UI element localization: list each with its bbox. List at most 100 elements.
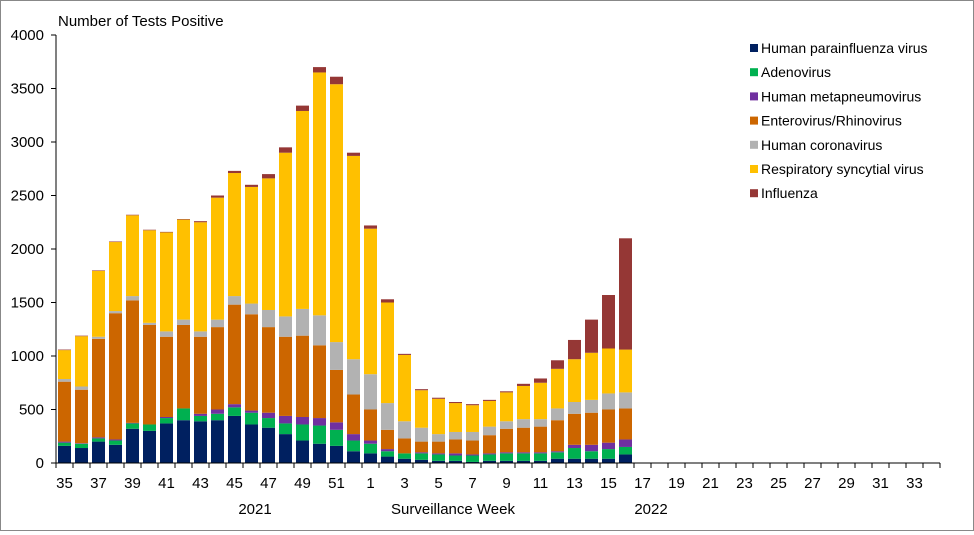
legend-label: Human metapneumovirus xyxy=(761,88,921,104)
bar-segment-human-coronavirus-week-48 xyxy=(279,316,292,337)
bar-segment-human-metapneumovirus-week-47 xyxy=(262,412,275,419)
bar-segment-human-metapneumovirus-week-6 xyxy=(449,453,462,456)
bar-segment-human-coronavirus-week-47 xyxy=(262,309,275,328)
bar-segment-human-metapneumovirus-week-5 xyxy=(432,453,445,455)
bar-segment-adenovirus-week-1 xyxy=(364,443,377,454)
bar-segment-enterovirus-rhinovirus-week-5 xyxy=(432,441,445,454)
x-tick-label: 11 xyxy=(533,475,549,492)
y-tick-label: 3500 xyxy=(11,81,44,98)
bar-segment-influenza-week-35 xyxy=(58,349,71,351)
bar-segment-human-parainfluenza-virus-week-40 xyxy=(143,430,156,463)
legend: Human parainfluenza virus Adenovirus Human… xyxy=(750,40,928,201)
bar-segment-respiratory-syncytial-virus-week-6 xyxy=(449,403,462,432)
bar-segment-human-parainfluenza-virus-week-46 xyxy=(245,424,258,463)
bar-segment-enterovirus-rhinovirus-week-3 xyxy=(398,438,411,454)
bar-segment-respiratory-syncytial-virus-week-3 xyxy=(398,354,411,422)
bar-segment-human-metapneumovirus-week-13 xyxy=(568,444,581,449)
bar-segment-enterovirus-rhinovirus-week-14 xyxy=(585,412,598,445)
bar-segment-influenza-week-42 xyxy=(177,219,190,220)
bar-segment-human-coronavirus-week-38 xyxy=(109,311,122,314)
x-tick-label: 9 xyxy=(502,475,510,492)
bar-segment-human-metapneumovirus-week-41 xyxy=(160,416,173,419)
x-tick-label: 15 xyxy=(600,475,617,492)
bar-segment-human-parainfluenza-virus-week-3 xyxy=(398,458,411,463)
bar-segment-respiratory-syncytial-virus-week-43 xyxy=(194,222,207,332)
bar-segment-human-metapneumovirus-week-46 xyxy=(245,410,258,413)
bar-segment-human-coronavirus-week-41 xyxy=(160,331,173,337)
bar-segment-enterovirus-rhinovirus-week-4 xyxy=(415,441,428,453)
bar-segment-adenovirus-week-43 xyxy=(194,415,207,422)
bar-segment-adenovirus-week-48 xyxy=(279,423,292,435)
bar-segment-human-metapneumovirus-week-36 xyxy=(75,443,88,444)
bar-segment-human-coronavirus-week-14 xyxy=(585,399,598,413)
bar-segment-influenza-week-3 xyxy=(398,353,411,355)
bar-segment-human-parainfluenza-virus-week-4 xyxy=(415,459,428,463)
bar-segment-respiratory-syncytial-virus-week-15 xyxy=(602,348,615,394)
y-tick-label: 3000 xyxy=(11,134,44,151)
bar-segment-human-metapneumovirus-week-12 xyxy=(551,451,564,453)
bar-segment-human-parainfluenza-virus-week-5 xyxy=(432,460,445,463)
legend-swatch-human-coronavirus xyxy=(750,140,758,149)
bar-segment-human-parainfluenza-virus-week-48 xyxy=(279,434,292,463)
bar-segment-human-metapneumovirus-week-48 xyxy=(279,415,292,424)
bar-segment-respiratory-syncytial-virus-week-12 xyxy=(551,368,564,409)
bar-segment-human-parainfluenza-virus-week-8 xyxy=(483,460,496,463)
bar-segment-respiratory-syncytial-virus-week-37 xyxy=(92,270,105,337)
bar-segment-enterovirus-rhinovirus-week-47 xyxy=(262,327,275,413)
bar-segment-human-parainfluenza-virus-week-42 xyxy=(177,420,190,463)
bar-segment-influenza-week-12 xyxy=(551,360,564,369)
bar-segment-influenza-week-41 xyxy=(160,231,173,233)
bar-segment-human-coronavirus-week-6 xyxy=(449,431,462,440)
bar-segment-human-parainfluenza-virus-week-36 xyxy=(75,448,88,463)
bar-segment-adenovirus-week-16 xyxy=(619,446,632,455)
bar-segment-influenza-week-48 xyxy=(279,147,292,153)
x-tick-label: 49 xyxy=(294,475,311,492)
bar-segment-human-metapneumovirus-week-37 xyxy=(92,437,105,439)
bar-segment-respiratory-syncytial-virus-week-52 xyxy=(347,155,360,360)
bar-segment-adenovirus-week-7 xyxy=(466,455,479,462)
x-tick-label: 21 xyxy=(702,475,719,492)
bar-segment-respiratory-syncytial-virus-week-49 xyxy=(296,110,309,309)
legend-swatch-respiratory-syncytial-virus xyxy=(750,165,758,173)
bar-segment-human-parainfluenza-virus-week-38 xyxy=(109,444,122,463)
bar-segment-enterovirus-rhinovirus-week-15 xyxy=(602,409,615,443)
bar-segment-human-metapneumovirus-week-38 xyxy=(109,439,122,441)
bar-segment-human-coronavirus-week-44 xyxy=(211,319,224,328)
x-tick-label: 25 xyxy=(770,475,787,492)
bar-segment-respiratory-syncytial-virus-week-39 xyxy=(126,215,139,297)
bar-segment-respiratory-syncytial-virus-week-48 xyxy=(279,152,292,317)
bar-segment-influenza-week-37 xyxy=(92,270,105,271)
bar-segment-adenovirus-week-4 xyxy=(415,453,428,460)
bar-segment-influenza-week-16 xyxy=(619,238,632,350)
bar-segment-enterovirus-rhinovirus-week-11 xyxy=(534,426,547,453)
bar-segment-human-coronavirus-week-36 xyxy=(75,386,88,390)
x-tick-label: 23 xyxy=(736,475,753,492)
bar-segment-enterovirus-rhinovirus-week-12 xyxy=(551,420,564,452)
bar-segment-influenza-week-49 xyxy=(296,105,309,111)
bar-segment-influenza-week-11 xyxy=(534,378,547,383)
bar-segment-adenovirus-week-46 xyxy=(245,412,258,425)
bar-segment-respiratory-syncytial-virus-week-13 xyxy=(568,359,581,403)
bar-segment-human-parainfluenza-virus-week-12 xyxy=(551,458,564,463)
bar-segment-influenza-week-7 xyxy=(466,404,479,406)
bar-segment-respiratory-syncytial-virus-week-1 xyxy=(364,228,377,375)
bar-segment-influenza-week-39 xyxy=(126,214,139,216)
bar-segment-human-coronavirus-week-52 xyxy=(347,359,360,395)
bar-segment-enterovirus-rhinovirus-week-7 xyxy=(466,440,479,455)
bar-segment-human-metapneumovirus-week-52 xyxy=(347,434,360,441)
bar-segment-human-parainfluenza-virus-week-41 xyxy=(160,423,173,463)
bar-segment-human-coronavirus-week-39 xyxy=(126,296,139,301)
bar-segment-human-coronavirus-week-37 xyxy=(92,336,105,339)
bar-segment-influenza-week-1 xyxy=(364,225,377,229)
bar-segment-human-metapneumovirus-week-14 xyxy=(585,444,598,452)
y-tick-label: 1000 xyxy=(11,348,44,365)
bar-segment-respiratory-syncytial-virus-week-42 xyxy=(177,219,190,320)
bar-segment-human-parainfluenza-virus-week-51 xyxy=(330,445,343,463)
bar-segment-human-parainfluenza-virus-week-52 xyxy=(347,451,360,463)
bar-segment-human-coronavirus-week-15 xyxy=(602,393,615,410)
bar-segment-influenza-week-4 xyxy=(415,389,428,391)
bar-segment-human-metapneumovirus-week-1 xyxy=(364,440,377,444)
bar-segment-human-metapneumovirus-week-16 xyxy=(619,439,632,447)
legend-label: Enterovirus/Rhinovirus xyxy=(761,113,902,129)
